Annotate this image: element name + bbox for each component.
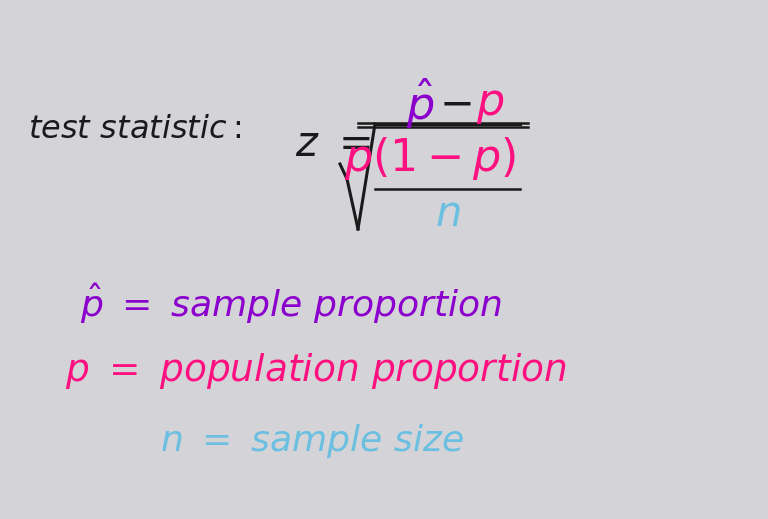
Text: $\hat{p}$: $\hat{p}$ [406,77,434,131]
Text: $n$: $n$ [435,193,461,235]
Text: $p(1-p)$: $p(1-p)$ [344,135,516,183]
Text: $\hat{p}\ =\ \mathit{sample\ proportion}$: $\hat{p}\ =\ \mathit{sample\ proportion}… [80,282,502,326]
Text: $p$: $p$ [476,83,504,126]
Text: $-$: $-$ [439,83,472,125]
Text: $\mathit{test\ statistic}:$: $\mathit{test\ statistic}:$ [28,114,241,144]
Text: $p\ =\ \mathit{population\ proportion}$: $p\ =\ \mathit{population\ proportion}$ [65,351,567,391]
Text: $n\ =\ \mathit{sample\ size}$: $n\ =\ \mathit{sample\ size}$ [160,422,464,460]
Text: $z\ =$: $z\ =$ [295,123,371,165]
